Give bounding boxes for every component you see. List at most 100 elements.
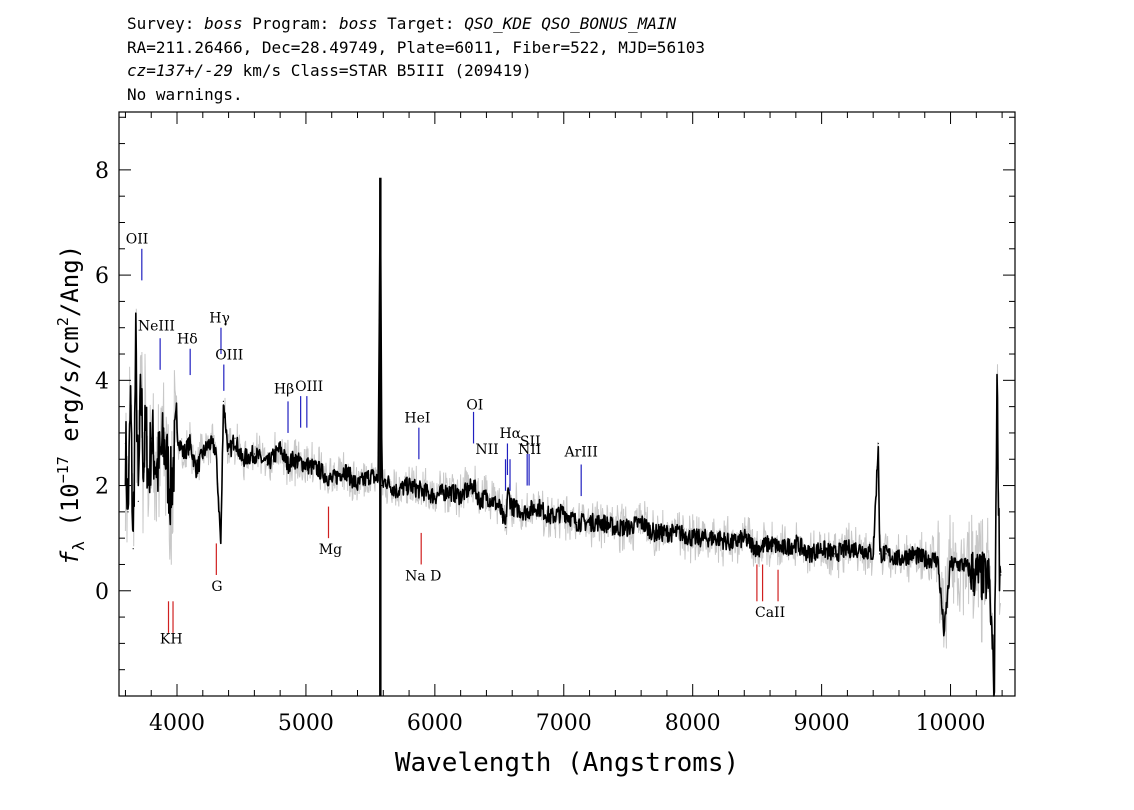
spectrum-point xyxy=(381,484,383,487)
emission-line-label: OIII xyxy=(215,347,243,363)
spectrum-point xyxy=(356,484,359,487)
absorption-line-label: Na D xyxy=(405,568,441,584)
spectrum-point xyxy=(537,506,539,508)
error-band-line xyxy=(124,194,1002,697)
spectrum-point xyxy=(344,469,346,471)
absorption-line-label: G xyxy=(211,579,222,595)
spectrum-point xyxy=(756,548,758,550)
x-tick-label: 5000 xyxy=(278,711,334,736)
x-tick-label: 6000 xyxy=(407,711,463,736)
spectrum-point xyxy=(479,500,481,502)
x-tick-label: 8000 xyxy=(665,711,721,736)
spectrum-header: Survey: boss Program: boss Target: QSO_K… xyxy=(127,12,705,106)
spectrum-point xyxy=(124,442,126,445)
y-axis-title-exp2: 2 xyxy=(54,317,72,326)
spectrum-point xyxy=(627,527,629,529)
axis-ticks-layer: 4000 5000 6000 7000 8000 9000 10000 0 2 4 6 8 xyxy=(95,112,1015,736)
spectrum-point xyxy=(472,484,475,487)
spectrum-point xyxy=(377,479,379,481)
target-value: QSO_KDE QSO_BONUS_MAIN xyxy=(464,14,677,33)
spectrum-point xyxy=(135,348,137,350)
y-axis-title-pre: (10 xyxy=(56,483,84,541)
spectrum-point xyxy=(127,511,129,513)
spectrum-point xyxy=(679,532,681,534)
spectrum-point xyxy=(305,463,307,466)
program-value: boss xyxy=(338,14,378,33)
x-tick-label: 10000 xyxy=(916,711,986,736)
spectrum-point xyxy=(170,490,172,492)
spectrum-point xyxy=(421,490,423,492)
spectrum-point xyxy=(998,563,1001,566)
header-line-survey: Survey: boss Program: boss Target: QSO_K… xyxy=(127,12,705,36)
spectrum-point xyxy=(385,479,387,481)
y-tick-label: 6 xyxy=(95,264,109,289)
y-axis-title-post: /Ang) xyxy=(56,245,84,317)
spectrum-point xyxy=(148,484,150,487)
spectrum-point xyxy=(808,553,810,555)
spectrum-point xyxy=(202,453,204,455)
spectrum-point xyxy=(730,542,733,545)
spectrum-point xyxy=(492,500,494,502)
spectrum-point xyxy=(993,690,996,692)
absorption-line-label: CaII xyxy=(755,605,785,621)
x-tick-label: 7000 xyxy=(536,711,592,736)
emission-line-label: OIII xyxy=(295,379,323,395)
emission-line-label: NII xyxy=(475,442,498,458)
emission-line-label: Hα xyxy=(499,426,521,442)
spectrum-point xyxy=(743,537,745,539)
spectrum-point xyxy=(130,400,132,402)
emission-line-label: NII xyxy=(518,442,541,458)
plot-frame xyxy=(118,111,1016,697)
emission-line-label: OII xyxy=(126,232,149,248)
spectrum-point xyxy=(614,527,616,529)
spectrum-point xyxy=(163,442,165,445)
spectrum-point xyxy=(234,437,236,439)
spectrum-point xyxy=(924,558,926,560)
spectrum-point xyxy=(692,537,694,539)
spectrum-point xyxy=(220,542,222,545)
spectrum-point xyxy=(885,553,887,555)
spectrum-point xyxy=(447,490,449,492)
spectrum-point xyxy=(943,632,945,634)
spectrum-point xyxy=(821,548,823,550)
spectrum-point xyxy=(872,553,874,555)
emission-line-label: Hγ xyxy=(209,310,230,326)
spectrum-layer xyxy=(124,177,1002,697)
y-axis-title-symbol: f xyxy=(56,550,84,565)
spectrum-point xyxy=(877,442,879,445)
spectrum-point xyxy=(717,537,720,539)
spectrum-point xyxy=(145,427,147,429)
spectrum-point xyxy=(576,521,578,524)
spectrum-point xyxy=(240,458,243,460)
spectrum-point xyxy=(408,484,410,487)
spectrum-point xyxy=(369,474,371,476)
spectrum-point xyxy=(705,537,707,539)
spectrum-point xyxy=(140,385,142,387)
spectrum-point xyxy=(833,553,836,555)
spectrum-point xyxy=(132,548,134,550)
spectrum-line xyxy=(124,201,1002,697)
spectrum-point xyxy=(911,553,913,555)
spectrum-point xyxy=(208,442,210,445)
y-axis-title-subscript: λ xyxy=(69,541,88,551)
spectrum-point xyxy=(395,490,397,492)
spectrum-point xyxy=(666,532,668,534)
target-label: Target: xyxy=(387,14,455,33)
spectrum-point xyxy=(182,453,185,455)
spectrum-point xyxy=(460,495,462,497)
spectrum-point xyxy=(795,542,797,545)
spectrum-point xyxy=(996,379,998,381)
spectrum-point xyxy=(879,553,881,555)
spectrum-point xyxy=(331,479,333,481)
survey-label: Survey: xyxy=(127,14,195,33)
emission-line-label: OI xyxy=(466,397,483,413)
spectrum-point xyxy=(228,453,230,455)
absorption-line-label: Mg xyxy=(319,542,342,558)
spectrum-point xyxy=(1000,574,1002,576)
spectrum-point xyxy=(142,463,145,466)
spectrum-point xyxy=(150,437,152,439)
spectrum-point xyxy=(988,579,990,581)
spectrum-point xyxy=(601,521,604,524)
